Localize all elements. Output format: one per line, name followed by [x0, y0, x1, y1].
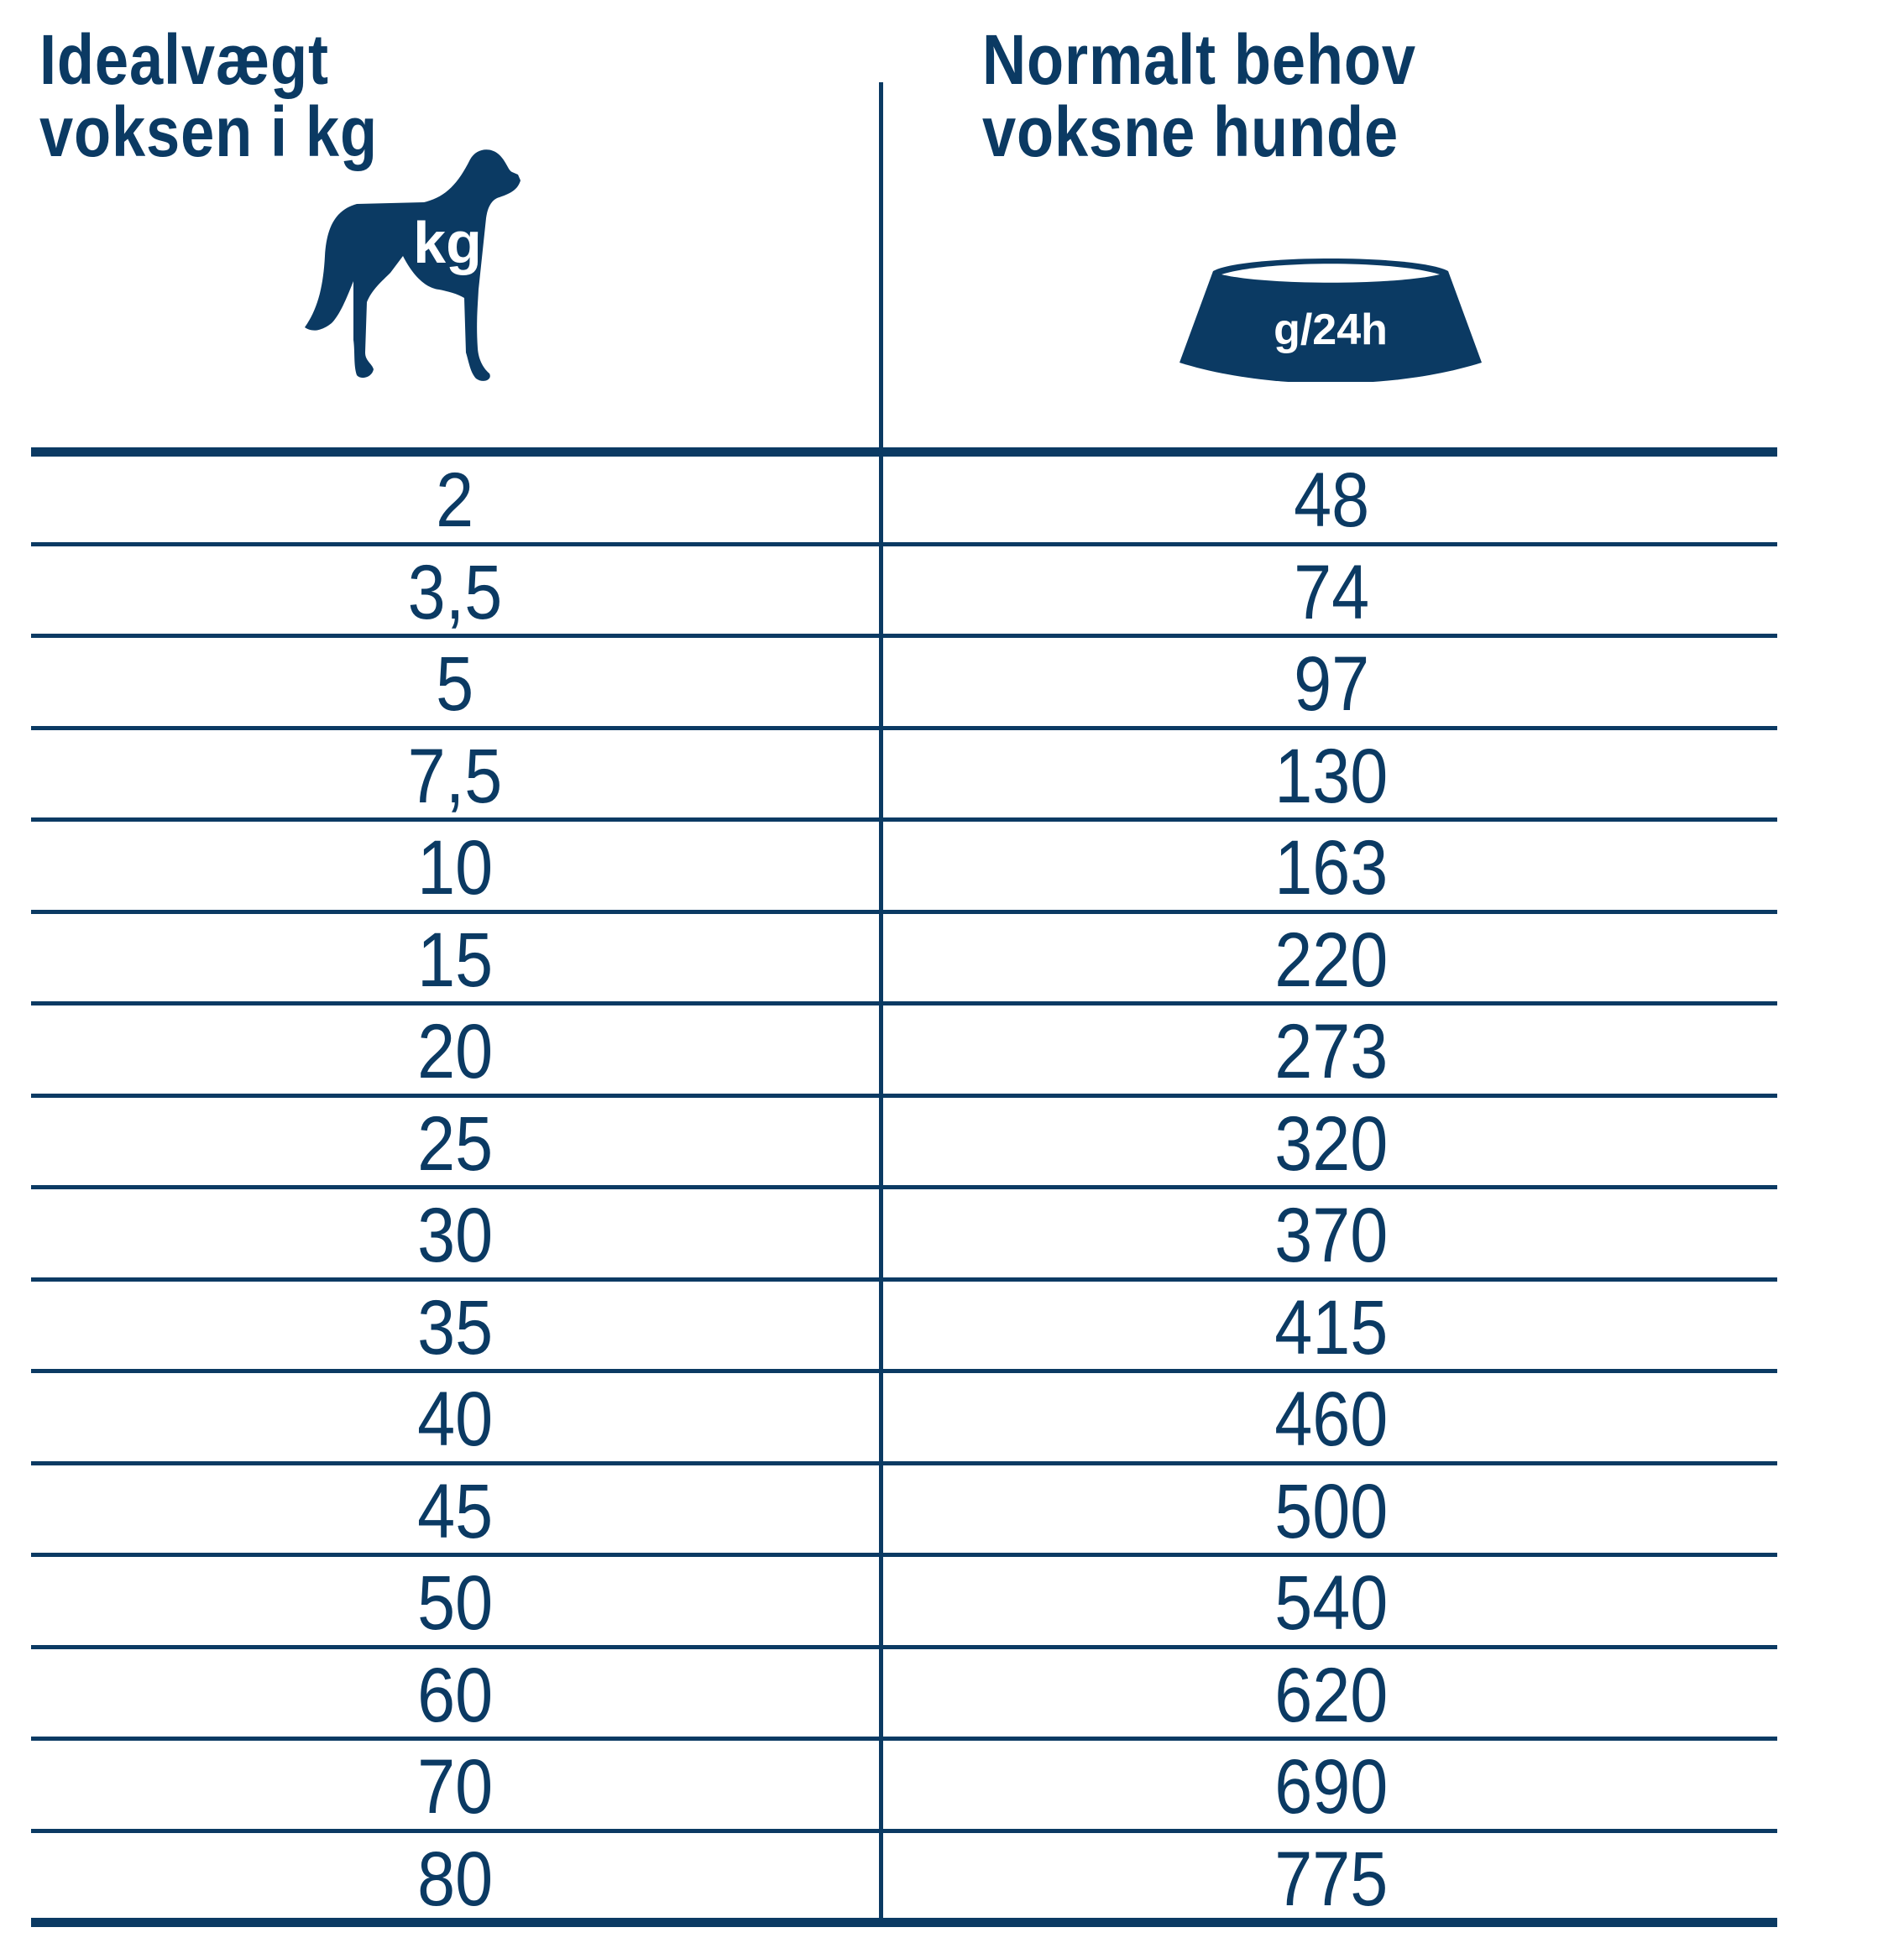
amount-value: 97: [1293, 641, 1370, 727]
weight-value: 15: [416, 917, 494, 1003]
weight-cell: 30: [77, 1193, 833, 1277]
amount-value: 500: [1274, 1468, 1389, 1554]
weight-cell: 20: [77, 1010, 833, 1094]
amount-cell: 415: [954, 1286, 1709, 1370]
weight-value: 45: [416, 1468, 494, 1554]
weight-cell: 25: [77, 1102, 833, 1186]
weight-cell: 50: [77, 1561, 833, 1645]
amount-cell: 690: [954, 1745, 1709, 1829]
bowl-icon-label: g/24h: [1274, 306, 1388, 354]
weight-cell: 15: [77, 918, 833, 1002]
amount-value: 690: [1274, 1744, 1389, 1830]
amount-cell: 163: [954, 826, 1709, 910]
weight-value: 10: [416, 825, 494, 911]
amount-cell: 273: [954, 1010, 1709, 1094]
weight-cell: 40: [77, 1377, 833, 1461]
row-divider: [31, 1644, 1777, 1649]
weight-value: 40: [416, 1376, 494, 1462]
amount-cell: 775: [954, 1837, 1709, 1921]
weight-value: 25: [416, 1100, 494, 1187]
weight-value: 60: [416, 1652, 494, 1738]
amount-header-line1: Normalt behov: [982, 20, 1416, 99]
dog-icon-label: kg: [413, 210, 482, 275]
row-divider: [31, 1369, 1777, 1373]
weight-cell: 3,5: [77, 551, 833, 635]
amount-value: 273: [1274, 1009, 1389, 1094]
amount-cell: 74: [954, 551, 1709, 635]
food-bowl-icon: g/24h: [1180, 259, 1482, 382]
row-divider: [31, 1460, 1777, 1465]
weight-value: 7,5: [407, 733, 503, 819]
amount-value: 460: [1274, 1376, 1389, 1462]
weight-cell: 80: [77, 1837, 833, 1921]
weight-value: 2: [436, 457, 474, 543]
weight-column-header: Idealvægt voksen i kg: [39, 24, 378, 168]
weight-cell: 2: [77, 458, 833, 542]
amount-value: 48: [1293, 457, 1370, 543]
weight-value: 30: [416, 1193, 494, 1278]
row-divider: [31, 541, 1777, 546]
amount-value: 775: [1274, 1836, 1389, 1922]
table-border: [31, 1918, 1777, 1927]
amount-cell: 620: [954, 1653, 1709, 1737]
amount-cell: 500: [954, 1470, 1709, 1554]
row-divider: [31, 817, 1777, 822]
amount-value: 220: [1274, 917, 1389, 1003]
weight-value: 70: [416, 1744, 494, 1830]
weight-cell: 45: [77, 1470, 833, 1554]
weight-value: 3,5: [407, 549, 503, 635]
amount-cell: 220: [954, 918, 1709, 1002]
weight-header-line1: Idealvægt: [39, 20, 329, 99]
amount-cell: 97: [954, 642, 1709, 726]
amount-value: 163: [1274, 825, 1389, 911]
amount-cell: 370: [954, 1193, 1709, 1277]
amount-cell: 320: [954, 1102, 1709, 1186]
weight-cell: 70: [77, 1745, 833, 1829]
row-divider: [31, 1185, 1777, 1189]
amount-value: 415: [1274, 1284, 1389, 1371]
row-divider: [31, 1828, 1777, 1833]
weight-value: 80: [416, 1836, 494, 1922]
row-divider: [31, 1001, 1777, 1005]
amount-value: 620: [1274, 1652, 1389, 1738]
amount-cell: 460: [954, 1377, 1709, 1461]
weight-cell: 10: [77, 826, 833, 910]
weight-cell: 35: [77, 1286, 833, 1370]
amount-header-line2: voksne hunde: [982, 92, 1399, 171]
row-divider: [31, 909, 1777, 914]
row-divider: [31, 634, 1777, 638]
weight-header-line2: voksen i kg: [39, 92, 378, 171]
row-divider: [31, 1277, 1777, 1282]
row-divider: [31, 725, 1777, 730]
amount-value: 320: [1274, 1100, 1389, 1187]
row-divider: [31, 1553, 1777, 1557]
amount-value: 540: [1274, 1560, 1389, 1646]
weight-cell: 60: [77, 1653, 833, 1737]
weight-value: 20: [416, 1009, 494, 1094]
amount-cell: 48: [954, 458, 1709, 542]
weight-cell: 7,5: [77, 734, 833, 818]
row-divider: [31, 1093, 1777, 1098]
weight-value: 35: [416, 1284, 494, 1371]
weight-value: 5: [436, 641, 474, 727]
amount-value: 74: [1293, 549, 1370, 635]
amount-value: 370: [1274, 1193, 1389, 1278]
amount-column-header: Normalt behov voksne hunde: [982, 24, 1416, 168]
dog-icon: kg: [305, 149, 520, 381]
table-border: [31, 447, 1777, 457]
weight-cell: 5: [77, 642, 833, 726]
amount-cell: 540: [954, 1561, 1709, 1645]
row-divider: [31, 1737, 1777, 1741]
weight-value: 50: [416, 1560, 494, 1646]
amount-value: 130: [1274, 733, 1389, 819]
amount-cell: 130: [954, 734, 1709, 818]
